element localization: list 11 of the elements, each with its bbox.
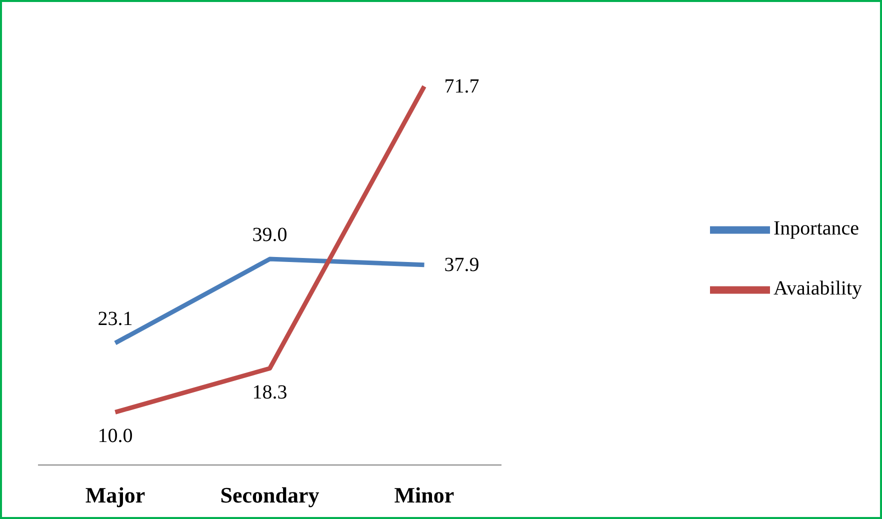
data-label: 39.0 — [252, 224, 288, 246]
legend-label: Inportance — [774, 217, 860, 240]
data-label: 23.1 — [98, 308, 133, 330]
data-label: 37.9 — [444, 254, 480, 276]
data-label: 10.0 — [98, 425, 133, 448]
legend-label: Avaiability — [774, 277, 862, 300]
x-tick-label: Secondary — [220, 482, 320, 508]
x-tick-label: Major — [85, 482, 146, 508]
x-tick-label: Minor — [394, 482, 454, 508]
data-label: 71.7 — [444, 75, 480, 98]
data-label: 18.3 — [252, 381, 288, 404]
